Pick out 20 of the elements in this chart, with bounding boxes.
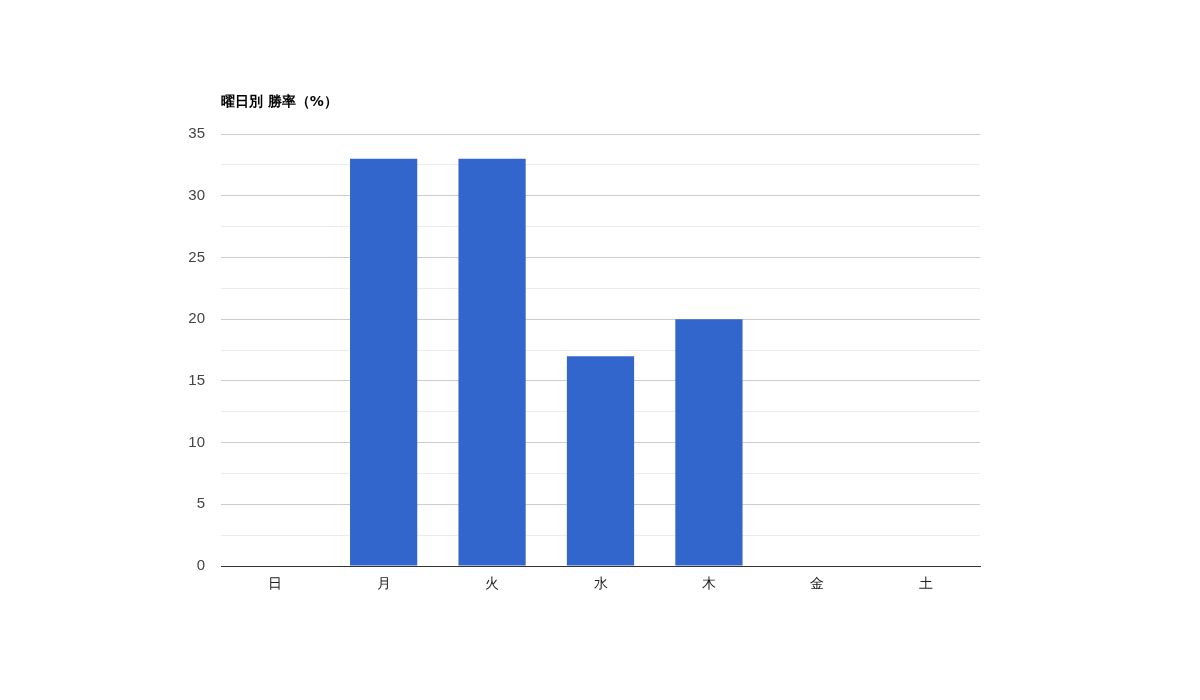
y-tick-label: 35 xyxy=(188,124,205,142)
y-tick-label: 15 xyxy=(188,371,205,388)
bar xyxy=(458,158,526,566)
x-tick-label: 火 xyxy=(485,575,500,592)
x-tick-label: 水 xyxy=(593,575,608,592)
x-tick-label: 木 xyxy=(701,575,716,592)
bar xyxy=(350,158,418,566)
x-tick-label: 土 xyxy=(918,575,933,592)
x-tick-label: 金 xyxy=(810,575,825,592)
y-tick-label: 25 xyxy=(188,247,205,265)
y-tick-label: 20 xyxy=(188,309,205,327)
y-tick-label: 5 xyxy=(196,494,205,512)
bar xyxy=(675,319,743,566)
y-tick-label: 30 xyxy=(188,185,205,203)
y-tick-label: 0 xyxy=(196,556,205,574)
x-tick-label: 日 xyxy=(268,575,283,592)
y-tick-label: 10 xyxy=(188,432,205,450)
bar xyxy=(566,356,635,566)
x-tick-label: 月 xyxy=(376,575,391,592)
chart-title: 曜日別 勝率（%） xyxy=(221,93,338,109)
